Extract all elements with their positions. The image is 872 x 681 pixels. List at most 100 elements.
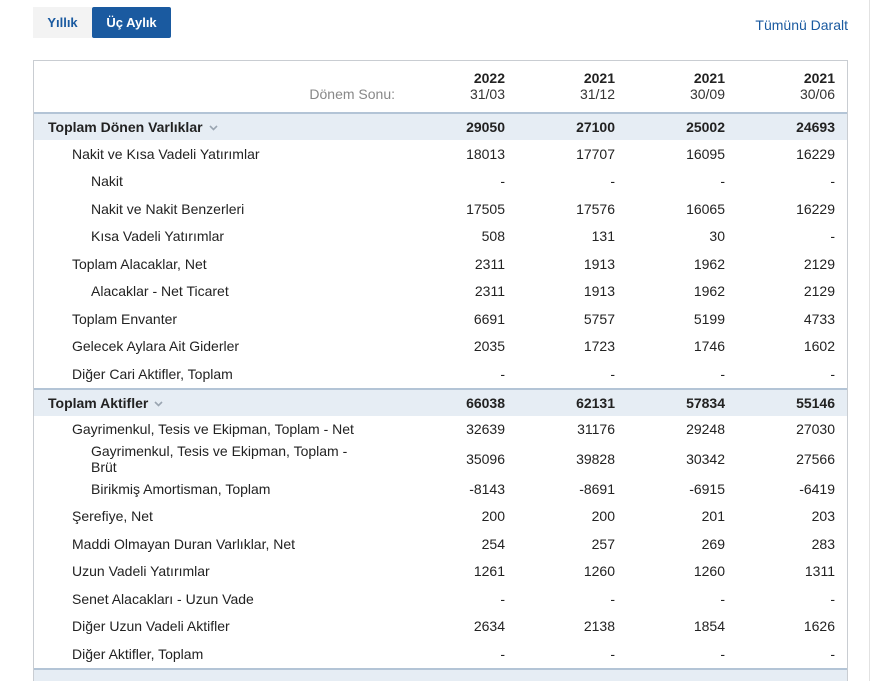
value-cell: 2634	[395, 613, 505, 641]
data-row: Diğer Cari Aktifler, Toplam----	[34, 360, 847, 389]
value-cell: -	[725, 585, 847, 613]
value-cell: 1746	[615, 333, 725, 361]
row-label: Toplam Dönen Varlıklar	[48, 119, 203, 135]
row-label-cell: Toplam Aktifler	[34, 389, 395, 416]
value-cell: 6691	[395, 305, 505, 333]
value-cell: 27030	[725, 416, 847, 444]
column-date: 31/12	[505, 86, 615, 102]
header-cell: 202231/03	[395, 61, 505, 113]
row-label-cell: Senet Alacakları - Uzun Vade	[34, 585, 395, 613]
row-label: Nakit	[91, 173, 123, 189]
tab-active[interactable]: Üç Aylık	[92, 7, 171, 38]
row-label: Gayrimenkul, Tesis ve Ekipman, Toplam - …	[91, 443, 347, 475]
value-cell: 203	[725, 503, 847, 531]
value-cell: 62131	[505, 389, 615, 416]
row-label-cell: Toplam Alacaklar, Net	[34, 250, 395, 278]
value-cell: 17707	[505, 140, 615, 168]
caret-path	[210, 126, 217, 130]
value-cell: 16229	[725, 140, 847, 168]
row-label-cell: Gelecek Aylara Ait Giderler	[34, 333, 395, 361]
value-cell: 30	[615, 223, 725, 251]
value-cell: 2129	[725, 278, 847, 306]
value-cell: 57834	[615, 389, 725, 416]
row-label-cell: Maddi Olmayan Duran Varlıklar, Net	[34, 530, 395, 558]
column-year: 2021	[505, 70, 615, 86]
period-label: Dönem Sonu:	[34, 86, 395, 102]
value-cell: 1913	[505, 278, 615, 306]
row-label: Alacaklar - Net Ticaret	[91, 283, 229, 299]
value-cell: 55146	[725, 389, 847, 416]
empty-cell	[615, 669, 725, 681]
row-label: Şerefiye, Net	[72, 508, 153, 524]
column-date: 31/03	[395, 86, 505, 102]
row-label-cell: Nakit ve Kısa Vadeli Yatırımlar	[34, 140, 395, 168]
column-date: 30/06	[725, 86, 835, 102]
tab[interactable]: Yıllık	[33, 7, 92, 38]
row-label: Gelecek Aylara Ait Giderler	[72, 338, 239, 354]
row-label: Kısa Vadeli Yatırımlar	[91, 228, 224, 244]
value-cell: -	[725, 168, 847, 196]
value-cell: -	[395, 585, 505, 613]
value-cell: -	[725, 640, 847, 669]
empty-cell	[725, 669, 847, 681]
value-cell: 27566	[725, 443, 847, 475]
value-cell: 5757	[505, 305, 615, 333]
value-cell: 17576	[505, 195, 615, 223]
value-cell: 18013	[395, 140, 505, 168]
row-label: Maddi Olmayan Duran Varlıklar, Net	[72, 536, 295, 552]
data-row: Nakit ve Kısa Vadeli Yatırımlar 180131770…	[34, 140, 847, 168]
row-label: Nakit ve Nakit Benzerleri	[91, 201, 244, 217]
value-cell: -	[395, 640, 505, 669]
section-row: Toplam Dönen Varlıklar290502710025002246…	[34, 113, 847, 140]
row-label: Toplam Envanter	[72, 311, 177, 327]
value-cell: 257	[505, 530, 615, 558]
row-label-cell: Gayrimenkul, Tesis ve Ekipman, Toplam - …	[34, 416, 395, 444]
value-cell: 16095	[615, 140, 725, 168]
row-label-cell: Gayrimenkul, Tesis ve Ekipman, Toplam - …	[34, 443, 395, 475]
value-cell: 200	[395, 503, 505, 531]
value-cell: 30342	[615, 443, 725, 475]
value-cell: -	[725, 360, 847, 389]
value-cell: 17505	[395, 195, 505, 223]
value-cell: -8691	[505, 475, 615, 503]
data-row: Kısa Vadeli Yatırımlar50813130-	[34, 223, 847, 251]
data-row: Nakit ve Nakit Benzerleri175051757616065…	[34, 195, 847, 223]
row-label-cell: Kısa Vadeli Yatırımlar	[34, 223, 395, 251]
collapse-caret[interactable]	[154, 401, 163, 407]
data-row: Nakit----	[34, 168, 847, 196]
row-label: Gayrimenkul, Tesis ve Ekipman, Toplam - …	[72, 421, 354, 437]
value-cell: 1311	[725, 558, 847, 586]
value-cell: 2129	[725, 250, 847, 278]
value-cell: 269	[615, 530, 725, 558]
value-cell: 66038	[395, 389, 505, 416]
value-cell: -	[615, 168, 725, 196]
column-date: 30/09	[615, 86, 725, 102]
value-cell: 29248	[615, 416, 725, 444]
data-row: Diğer Aktifler, Toplam----	[34, 640, 847, 669]
header-row: Dönem Sonu:202231/03202131/12202130/0920…	[34, 61, 847, 113]
data-row: Şerefiye, Net200200201203	[34, 503, 847, 531]
value-cell: 1723	[505, 333, 615, 361]
value-cell: 2138	[505, 613, 615, 641]
value-cell: 16229	[725, 195, 847, 223]
financial-table: Dönem Sonu:202231/03202131/12202130/0920…	[34, 61, 847, 681]
value-cell: 29050	[395, 113, 505, 140]
collapse-link[interactable]: Tümünü Daralt	[755, 17, 848, 33]
value-cell: 35096	[395, 443, 505, 475]
row-label-cell: Nakit	[34, 168, 395, 196]
header-cell: Dönem Sonu:	[34, 61, 395, 113]
row-label: Diğer Uzun Vadeli Aktifler	[72, 618, 230, 634]
column-year: 2021	[615, 70, 725, 86]
column-year: 2022	[395, 70, 505, 86]
data-row: Gelecek Aylara Ait Giderler2035172317461…	[34, 333, 847, 361]
row-label-cell: Diğer Aktifler, Toplam	[34, 640, 395, 669]
row-label-cell: Alacaklar - Net Ticaret	[34, 278, 395, 306]
collapse-caret[interactable]	[209, 125, 218, 131]
value-cell: -	[615, 640, 725, 669]
value-cell: 254	[395, 530, 505, 558]
value-cell: 4733	[725, 305, 847, 333]
row-label-cell: Şerefiye, Net	[34, 503, 395, 531]
value-cell: -	[395, 168, 505, 196]
row-label: Nakit ve Kısa Vadeli Yatırımlar	[72, 146, 260, 162]
